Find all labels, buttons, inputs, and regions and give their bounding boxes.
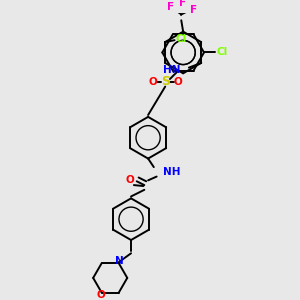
Text: F: F (190, 5, 197, 15)
Text: NH: NH (163, 167, 181, 177)
Text: N: N (115, 256, 124, 266)
Text: O: O (126, 176, 134, 185)
Text: Cl: Cl (176, 34, 187, 44)
Text: Cl: Cl (216, 47, 228, 58)
Text: O: O (173, 77, 182, 87)
Text: F: F (167, 2, 174, 12)
Text: O: O (96, 290, 105, 300)
Text: O: O (148, 77, 157, 87)
Text: HN: HN (163, 65, 180, 76)
Text: F: F (178, 0, 186, 8)
Text: S: S (161, 75, 170, 88)
